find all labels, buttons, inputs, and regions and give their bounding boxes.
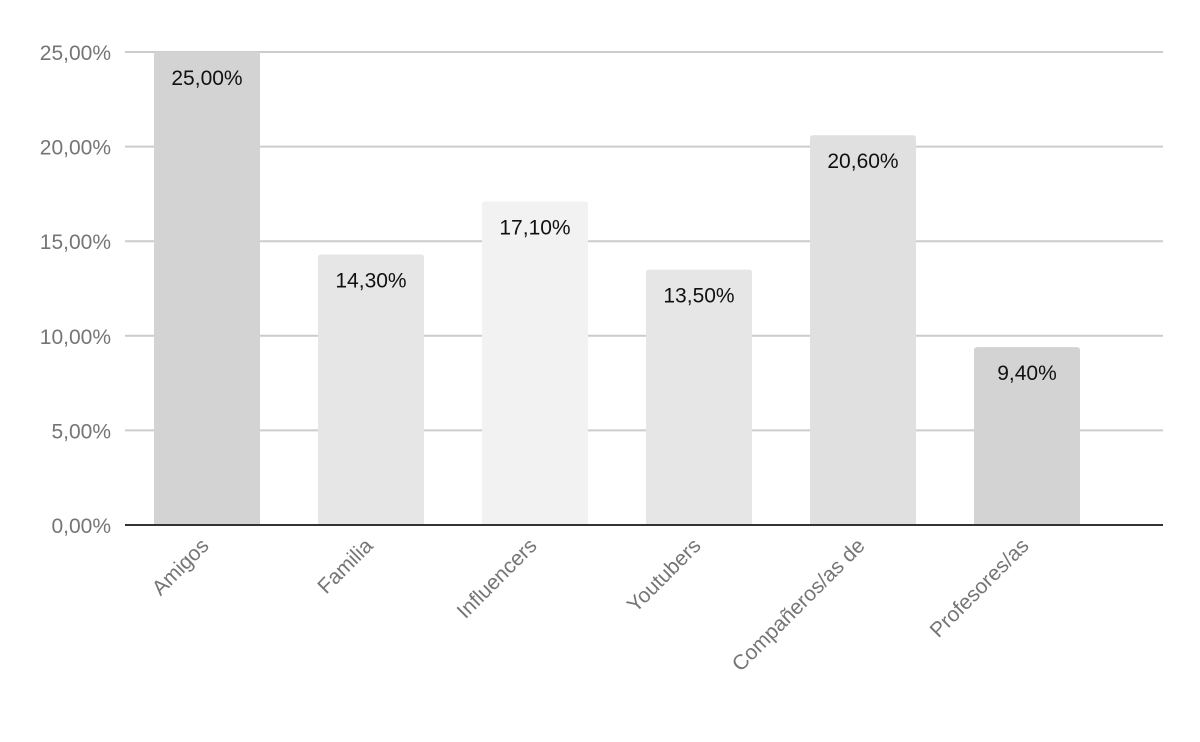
x-category-label: Profesores/as xyxy=(926,534,1034,642)
x-category-label: Youtubers xyxy=(623,534,706,617)
bar xyxy=(318,254,424,525)
x-category-label: Compañeros/as de xyxy=(728,534,870,676)
data-labels: 25,00% 14,30% 17,10% 13,50% 20,60% 9,40% xyxy=(171,67,1056,385)
y-tick-label: 15,00% xyxy=(40,231,111,254)
y-tick-label: 5,00% xyxy=(51,420,111,443)
y-axis-tick-labels: 0,00% 5,00% 10,00% 15,00% 20,00% 25,00% xyxy=(40,42,111,538)
y-tick-label: 20,00% xyxy=(40,137,111,160)
bar-data-label: 20,60% xyxy=(827,150,898,173)
bar-data-label: 9,40% xyxy=(997,362,1057,385)
bar-data-label: 14,30% xyxy=(335,269,406,292)
y-tick-label: 0,00% xyxy=(51,515,111,538)
x-category-label: Influencers xyxy=(453,534,542,623)
bar-data-label: 17,10% xyxy=(499,216,570,239)
x-axis-category-labels: Amigos Familia Influencers Youtubers Compañe… xyxy=(148,534,1034,676)
y-tick-label: 10,00% xyxy=(40,326,111,349)
bar xyxy=(974,347,1080,525)
x-category-label: Familia xyxy=(313,534,377,598)
bar xyxy=(810,135,916,526)
bar-data-label: 13,50% xyxy=(663,285,734,308)
bar xyxy=(646,269,752,525)
y-tick-label: 25,00% xyxy=(40,42,111,65)
bars xyxy=(154,52,1080,526)
bar-data-label: 25,00% xyxy=(171,67,242,90)
bar xyxy=(154,52,260,525)
x-category-label: Amigos xyxy=(148,534,214,600)
bar xyxy=(482,201,588,525)
